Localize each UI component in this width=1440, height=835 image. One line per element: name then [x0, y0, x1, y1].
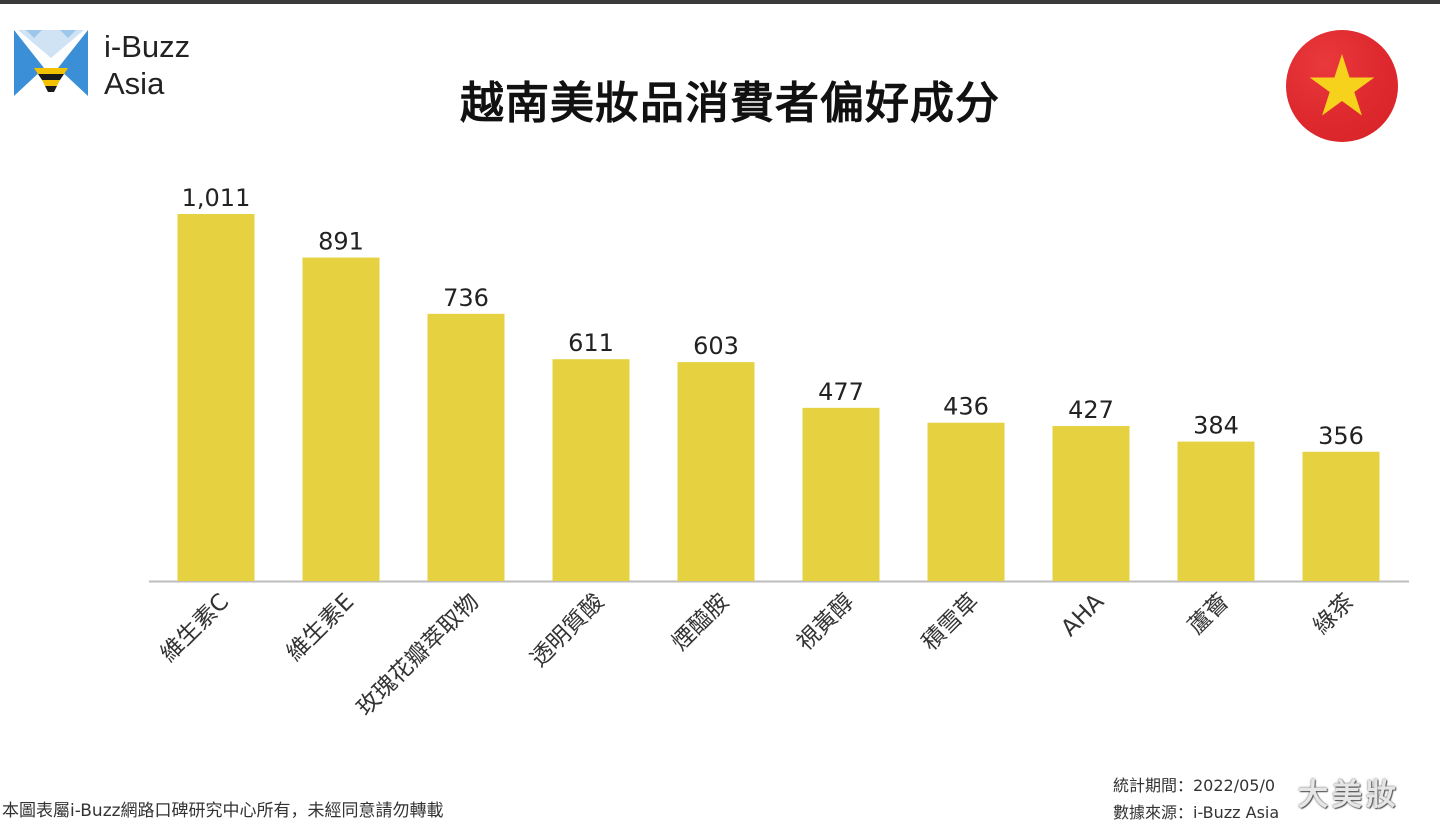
top-rule [0, 0, 1440, 4]
data-label: 611 [568, 329, 614, 357]
bar [552, 359, 630, 581]
bar [1177, 441, 1255, 581]
bar [1052, 425, 1130, 581]
copyright-notice: 本圖表屬i-Buzz網路口碑研究中心所有，未經同意請勿轉載 [2, 801, 444, 821]
data-label: 436 [943, 393, 989, 421]
bar [427, 313, 505, 581]
data-label: 477 [818, 378, 864, 406]
brand-name-line2: Asia [104, 66, 165, 101]
page-title: 越南美妝品消費者偏好成分 [460, 78, 1000, 129]
bar [302, 257, 380, 581]
bar [802, 407, 880, 581]
x-tick-label: 透明質酸 [526, 589, 609, 672]
ibuzz-logo-icon [14, 28, 88, 98]
data-notes: 統計期間：2022/05/0 數據來源：i-Buzz Asia [1113, 773, 1279, 827]
brand-name-line1: i-Buzz [104, 29, 191, 64]
x-tick-label: 玫瑰花瓣萃取物 [352, 589, 484, 721]
data-source: 數據來源：i-Buzz Asia [1113, 803, 1280, 822]
data-label: 384 [1193, 412, 1239, 440]
x-tick-label: AHA [1056, 589, 1109, 642]
x-tick-label: 蘆薈 [1183, 589, 1234, 640]
data-label: 891 [318, 228, 364, 256]
x-tick-label: 積雪草 [917, 589, 984, 656]
data-label: 356 [1318, 422, 1364, 450]
bar [677, 362, 755, 581]
bar [927, 422, 1005, 581]
statistics-period: 統計期間：2022/05/0 [1113, 776, 1276, 795]
x-tick-label: 綠茶 [1308, 589, 1359, 640]
x-tick-label: 維生素E [282, 589, 359, 666]
bar [177, 214, 255, 581]
vietnam-flag-icon [1286, 30, 1398, 142]
watermark: 大美妝 [1298, 778, 1400, 813]
data-label: 736 [443, 284, 489, 312]
data-label: 1,011 [182, 184, 251, 212]
x-tick-label: 視黃醇 [792, 589, 859, 656]
data-label: 603 [693, 332, 739, 360]
x-tick-label: 煙醯胺 [667, 589, 734, 656]
data-label: 427 [1068, 396, 1114, 424]
x-tick-label: 維生素C [156, 589, 235, 668]
bar [1302, 451, 1380, 581]
brand-logo: i-Buzz Asia [14, 28, 214, 101]
